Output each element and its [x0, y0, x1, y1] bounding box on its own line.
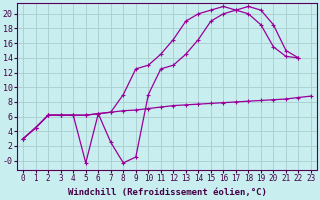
X-axis label: Windchill (Refroidissement éolien,°C): Windchill (Refroidissement éolien,°C): [68, 188, 267, 197]
